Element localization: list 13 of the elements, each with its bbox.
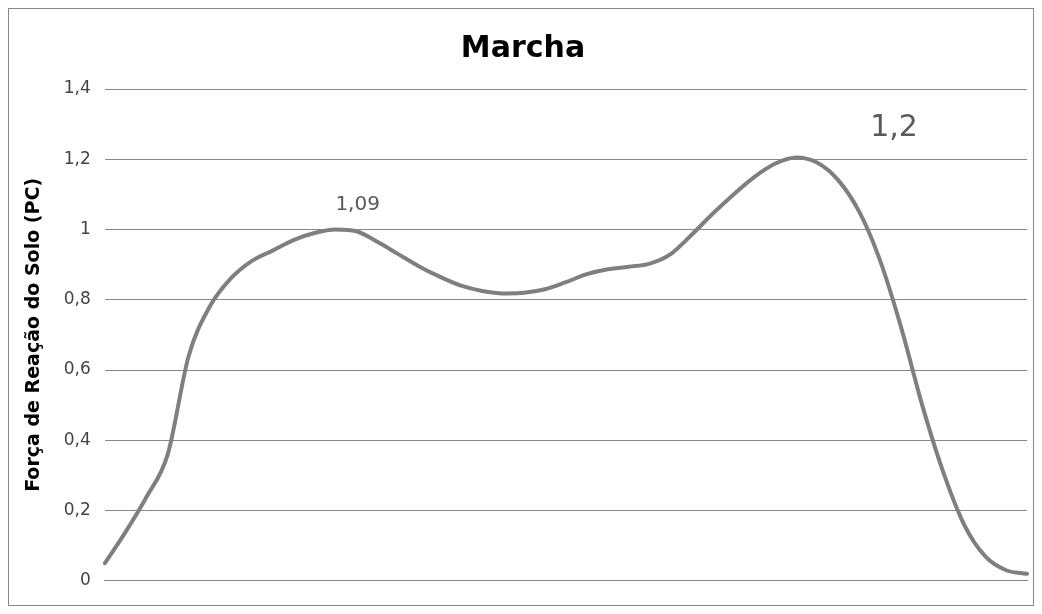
y-tick-label: 1,2 xyxy=(63,147,91,168)
y-tick-label: 0,2 xyxy=(63,498,91,519)
y-tick-label: 1 xyxy=(80,217,91,238)
y-axis-title: Força de Reação do Solo (PC) xyxy=(21,177,44,492)
y-tick-label: 0,4 xyxy=(63,428,91,449)
y-tick-label: 0,6 xyxy=(63,358,91,379)
line-series xyxy=(102,155,1029,576)
y-tick-label: 1,4 xyxy=(63,77,91,98)
y-tick-label: 0 xyxy=(80,569,91,590)
chart-title: Marcha xyxy=(460,28,586,64)
annotation: 1,09 xyxy=(335,190,380,215)
y-tick-label: 0,8 xyxy=(63,288,91,309)
annotation: 1,2 xyxy=(870,107,918,143)
